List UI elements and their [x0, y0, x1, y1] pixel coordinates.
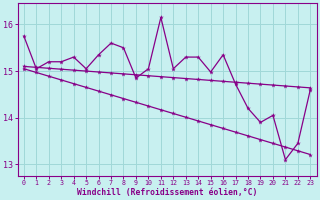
- X-axis label: Windchill (Refroidissement éolien,°C): Windchill (Refroidissement éolien,°C): [77, 188, 257, 197]
